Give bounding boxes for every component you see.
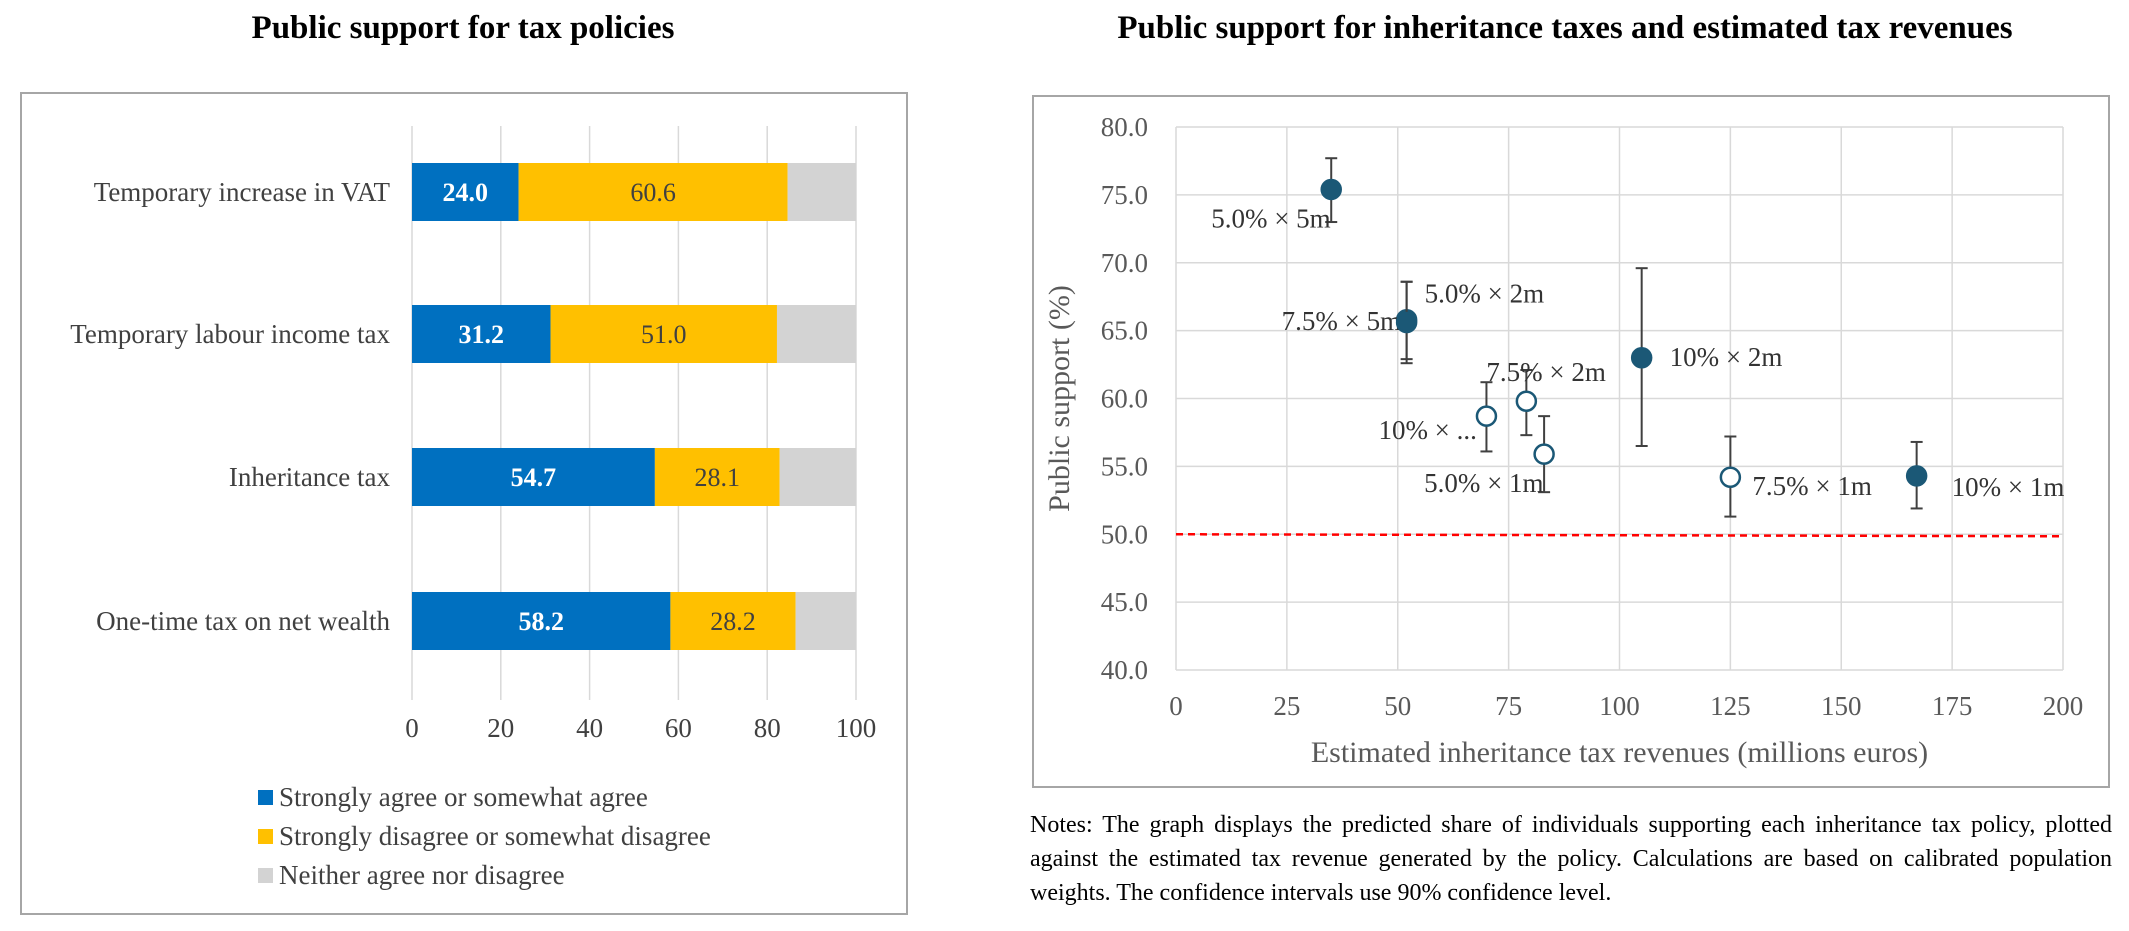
left-category-label: Temporary labour income tax bbox=[70, 319, 390, 349]
bar-segment bbox=[795, 592, 856, 650]
right-x-tick-label: 125 bbox=[1710, 691, 1751, 721]
bar-data-label: 31.2 bbox=[459, 320, 505, 349]
point-label: 7.5% × 2m bbox=[1486, 357, 1605, 387]
legend-label-agree: Strongly agree or somewhat agree bbox=[279, 782, 648, 812]
point-label: 10% × 1m bbox=[1952, 472, 2065, 502]
legend-item-disagree: Strongly disagree or somewhat disagree bbox=[258, 821, 711, 852]
legend-item-neither: Neither agree nor disagree bbox=[258, 860, 565, 891]
left-x-tick-label: 40 bbox=[576, 713, 603, 743]
bar-segment bbox=[779, 448, 856, 506]
chart-notes: Notes: The graph displays the predicted … bbox=[1030, 812, 2112, 906]
hollow-point-marker bbox=[1515, 390, 1538, 412]
filled-point-marker bbox=[1905, 465, 1928, 487]
left-x-tick-label: 0 bbox=[405, 713, 419, 743]
right-x-axis-title: Estimated inheritance tax revenues (mill… bbox=[1311, 736, 1928, 769]
bar-segment bbox=[412, 592, 671, 650]
right-y-tick-label: 80.0 bbox=[1101, 112, 1148, 142]
right-y-tick-label: 45.0 bbox=[1101, 587, 1148, 617]
left-chart-title: Public support for tax policies bbox=[251, 10, 675, 46]
legend-item-agree: Strongly agree or somewhat agree bbox=[258, 782, 648, 813]
filled-point-marker bbox=[1395, 311, 1418, 334]
bar-data-label: 28.1 bbox=[695, 463, 741, 492]
point-label: 5.0% × 1m bbox=[1424, 468, 1543, 498]
right-y-tick-label: 70.0 bbox=[1101, 248, 1148, 278]
right-y-axis-title: Public support (%) bbox=[1043, 285, 1076, 512]
point-label: 5.0% × 2m bbox=[1425, 278, 1544, 308]
point-label: 7.5% × 1m bbox=[1752, 471, 1871, 501]
filled-point-marker bbox=[1320, 178, 1342, 201]
legend-swatch-grey bbox=[258, 868, 273, 883]
bar-segment bbox=[654, 448, 780, 506]
right-x-tick-label: 100 bbox=[1599, 691, 1640, 721]
right-x-tick-label: 75 bbox=[1495, 691, 1522, 721]
reference-line-50 bbox=[1175, 533, 2064, 538]
right-y-tick-label: 65.0 bbox=[1101, 316, 1148, 346]
bar-segment bbox=[412, 305, 551, 363]
left-category-label: One-time tax on net wealth bbox=[96, 606, 390, 636]
left-x-tick-label: 20 bbox=[487, 713, 514, 743]
bar-segment bbox=[670, 592, 796, 650]
right-chart-frame bbox=[1032, 95, 2110, 788]
right-y-tick-label: 55.0 bbox=[1101, 451, 1148, 481]
bar-segment bbox=[412, 448, 655, 506]
right-x-tick-label: 50 bbox=[1384, 691, 1411, 721]
bar-data-label: 54.7 bbox=[511, 463, 557, 492]
hollow-point-marker bbox=[1533, 443, 1555, 465]
left-category-label: Temporary increase in VAT bbox=[94, 177, 391, 207]
point-label: 5.0% × 5m bbox=[1211, 203, 1330, 233]
bar-data-label: 28.2 bbox=[710, 607, 756, 636]
right-y-tick-label: 50.0 bbox=[1101, 519, 1148, 549]
right-x-tick-label: 25 bbox=[1273, 691, 1300, 721]
left-x-tick-label: 80 bbox=[754, 713, 781, 743]
left-category-label: Inheritance tax bbox=[229, 462, 391, 492]
legend-swatch-blue bbox=[258, 790, 273, 805]
right-x-tick-label: 200 bbox=[2043, 691, 2084, 721]
hollow-point-marker bbox=[1719, 466, 1742, 488]
point-label: 10% × 2m bbox=[1670, 342, 1783, 372]
right-y-tick-label: 40.0 bbox=[1101, 655, 1148, 685]
bar-data-label: 60.6 bbox=[630, 178, 676, 207]
bar-data-label: 51.0 bbox=[641, 320, 687, 349]
bar-segment bbox=[412, 163, 519, 221]
left-x-tick-label: 60 bbox=[665, 713, 692, 743]
bar-segment bbox=[776, 305, 856, 363]
bar-segment bbox=[518, 163, 788, 221]
bar-segment bbox=[550, 305, 777, 363]
legend-swatch-yellow bbox=[258, 829, 273, 844]
right-chart-title: Public support for inheritance taxes and… bbox=[1117, 10, 2013, 46]
bar-data-label: 24.0 bbox=[443, 178, 489, 207]
right-x-tick-label: 175 bbox=[1932, 691, 1973, 721]
bar-data-label: 58.2 bbox=[518, 607, 564, 636]
right-x-tick-label: 0 bbox=[1169, 691, 1183, 721]
point-label: 10% × ... bbox=[1378, 415, 1476, 445]
point-label: 7.5% × 5m bbox=[1282, 306, 1401, 336]
right-x-tick-label: 150 bbox=[1821, 691, 1862, 721]
left-chart-frame bbox=[20, 92, 908, 915]
filled-point-marker bbox=[1630, 347, 1653, 369]
legend-label-neither: Neither agree nor disagree bbox=[279, 860, 565, 890]
right-y-tick-label: 60.0 bbox=[1101, 384, 1148, 414]
hollow-point-marker bbox=[1475, 405, 1498, 427]
right-y-tick-label: 75.0 bbox=[1101, 180, 1148, 210]
legend-label-disagree: Strongly disagree or somewhat disagree bbox=[279, 821, 711, 851]
bar-segment bbox=[787, 163, 856, 221]
left-x-tick-label: 100 bbox=[836, 713, 877, 743]
